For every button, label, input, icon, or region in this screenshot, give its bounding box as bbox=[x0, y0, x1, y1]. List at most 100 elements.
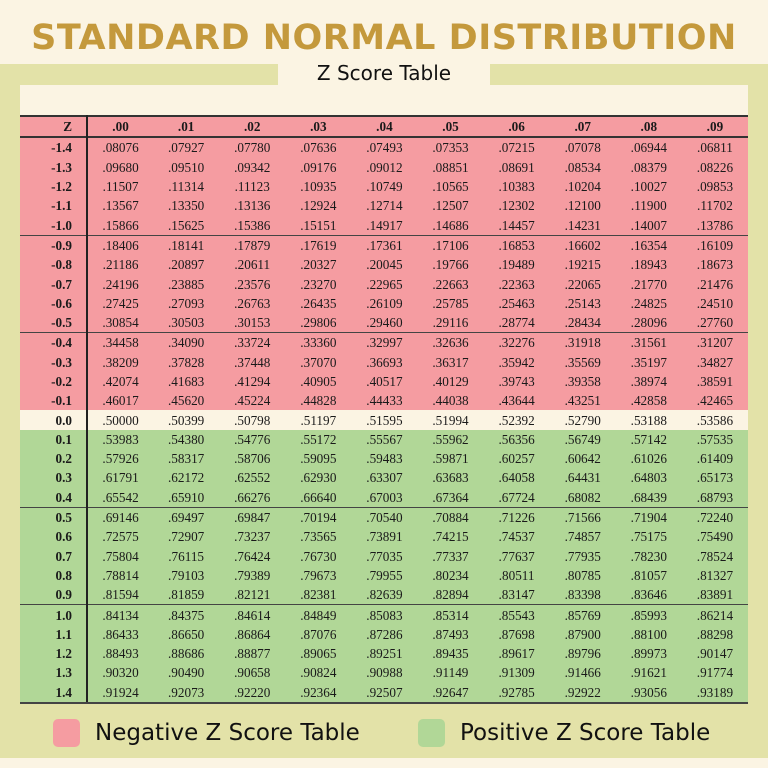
probability-cell: .11123 bbox=[234, 179, 270, 195]
table-row: 0.1 .53983 .54380 .54776 .55172 .55567 .55962.… bbox=[20, 429, 748, 450]
z-value-cell: 1.0 bbox=[20, 604, 88, 625]
probability-cell: .07927 bbox=[168, 140, 205, 156]
probability-cell: .22065 bbox=[564, 276, 601, 292]
table-subtitle: Z Score Table bbox=[278, 60, 490, 86]
probability-cell: .11507 bbox=[102, 179, 139, 195]
probability-cell: .19215 bbox=[564, 257, 601, 273]
table-row: -1.1 .13567 .13350 .13136 .12924 .12714 .12507… bbox=[20, 196, 748, 216]
probability-cell: .72240 bbox=[681, 506, 748, 528]
probability-cell: .81594 bbox=[102, 587, 139, 603]
z-value-cell: -0.2 bbox=[20, 371, 88, 392]
probability-cell: .88686 bbox=[168, 646, 205, 662]
probability-cell: .06811 bbox=[697, 140, 733, 156]
z-value-cell: 1.4 bbox=[20, 682, 88, 704]
probability-cell: .60257 bbox=[498, 451, 535, 467]
probability-cell: .13136 bbox=[234, 198, 271, 214]
probability-cell: .77035 bbox=[366, 548, 403, 564]
probability-cell: .29806 bbox=[300, 315, 337, 331]
probability-cell: .36693 bbox=[366, 354, 403, 370]
probability-cell: .85543 bbox=[483, 604, 550, 625]
probability-cell: .29460 bbox=[366, 315, 403, 331]
column-header: .06 bbox=[508, 119, 525, 135]
probability-cell: .92364 bbox=[285, 682, 352, 704]
table-row: 0.2 .57926 .58317 .58706 .59095 .59483 .59871.… bbox=[20, 449, 748, 469]
probability-cell: .87286 bbox=[366, 626, 403, 642]
probability-cell: .92785 bbox=[483, 682, 550, 704]
probability-cell: .14007 bbox=[630, 217, 667, 233]
probability-cell: .30854 bbox=[102, 315, 139, 331]
probability-cell: .63307 bbox=[366, 470, 403, 486]
probability-cell: .35942 bbox=[498, 354, 535, 370]
probability-cell: .38591 bbox=[696, 374, 734, 389]
probability-cell: .88298 bbox=[696, 626, 734, 642]
table-frame bbox=[0, 64, 768, 758]
probability-cell: .30503 bbox=[168, 315, 205, 331]
probability-cell: .35569 bbox=[564, 354, 601, 370]
probability-cell: .83891 bbox=[696, 587, 734, 603]
legend: Negative Z Score Table Positive Z Score … bbox=[0, 716, 768, 750]
table-row: -0.5 .30854 .30503 .30153 .29806 .29460 .29116… bbox=[20, 312, 748, 333]
probability-cell: .81327 bbox=[696, 567, 734, 583]
z-value-cell: -0.3 bbox=[20, 352, 88, 372]
probability-cell: .12507 bbox=[432, 198, 469, 214]
probability-cell: .91149 bbox=[432, 665, 469, 681]
probability-cell: .62930 bbox=[300, 470, 337, 486]
probability-cell: .89251 bbox=[366, 646, 403, 662]
probability-cell: .37448 bbox=[234, 354, 271, 370]
table-row: -0.7 .24196 .23885 .23576 .23270 .22965 .22663… bbox=[20, 274, 748, 294]
probability-cell: .71904 bbox=[615, 506, 682, 528]
probability-cell: .77637 bbox=[498, 548, 535, 564]
probability-cell: .15866 bbox=[102, 217, 139, 233]
probability-cell: .38209 bbox=[102, 354, 139, 370]
probability-cell: .19489 bbox=[498, 257, 535, 273]
probability-cell: .20327 bbox=[300, 257, 337, 273]
probability-cell: .90824 bbox=[300, 665, 337, 681]
probability-cell: .82639 bbox=[366, 587, 403, 603]
probability-cell: .08691 bbox=[498, 159, 535, 175]
probability-cell: .70884 bbox=[417, 506, 484, 528]
z-value-cell: -0.4 bbox=[20, 332, 88, 353]
column-header: .01 bbox=[177, 119, 195, 135]
probability-cell: .85769 bbox=[549, 604, 616, 625]
probability-cell: .10027 bbox=[630, 179, 667, 195]
probability-cell: .07078 bbox=[564, 140, 601, 156]
probability-cell: .69847 bbox=[219, 506, 286, 528]
probability-cell: .45224 bbox=[234, 393, 271, 409]
probability-cell: .18141 bbox=[153, 234, 220, 256]
probability-cell: .61791 bbox=[102, 470, 139, 486]
z-value-cell: 1.1 bbox=[20, 624, 88, 645]
probability-cell: .80234 bbox=[432, 567, 469, 583]
probability-cell: .14231 bbox=[564, 217, 601, 233]
probability-cell: .59095 bbox=[300, 451, 337, 467]
probability-cell: .70540 bbox=[351, 506, 418, 528]
table-row: 1.4.91924.92073.92220.92364.92507.92647.… bbox=[20, 682, 748, 704]
probability-cell: .64803 bbox=[630, 470, 667, 486]
probability-cell: .16109 bbox=[681, 234, 748, 256]
z-value-cell: -0.7 bbox=[20, 274, 88, 294]
table-row: -0.8 .21186 .20897 .20611 .20327 .20045 .19766… bbox=[20, 255, 748, 275]
probability-cell: .59483 bbox=[366, 451, 403, 467]
probability-cell: .31918 bbox=[549, 332, 616, 353]
table-row: -1.3 .09680 .09510 .09342 .09176 .09012 .08851… bbox=[20, 157, 748, 177]
probability-cell: .43251 bbox=[564, 393, 601, 409]
probability-cell: .09853 bbox=[696, 179, 734, 195]
z-value-cell: 0.8 bbox=[20, 565, 88, 586]
table-row: 0.7 .75804 .76115 .76424 .76730 .77035 .77337.… bbox=[20, 546, 748, 566]
probability-cell: .68793 bbox=[696, 489, 734, 505]
probability-cell: .89973 bbox=[630, 646, 667, 662]
probability-cell: .10565 bbox=[432, 179, 469, 195]
probability-cell: .82121 bbox=[234, 587, 271, 603]
probability-cell: .22363 bbox=[498, 276, 535, 292]
probability-cell: .28434 bbox=[564, 315, 601, 331]
probability-cell: .11314 bbox=[168, 179, 205, 195]
probability-cell: .91309 bbox=[498, 665, 535, 681]
probability-cell: .08076 bbox=[102, 140, 139, 156]
table-row: 0.0 .50000 .50399 .50798 .51197 .51595 .51994.… bbox=[20, 410, 748, 430]
legend-item-negative: Negative Z Score Table bbox=[53, 716, 360, 750]
probability-cell: .65173 bbox=[696, 470, 734, 486]
probability-cell: .85314 bbox=[417, 604, 484, 625]
probability-cell: .10383 bbox=[498, 179, 535, 195]
probability-cell: .84134 bbox=[87, 604, 154, 625]
z-value-cell: -1.2 bbox=[20, 176, 88, 197]
probability-cell: .23885 bbox=[168, 276, 205, 292]
